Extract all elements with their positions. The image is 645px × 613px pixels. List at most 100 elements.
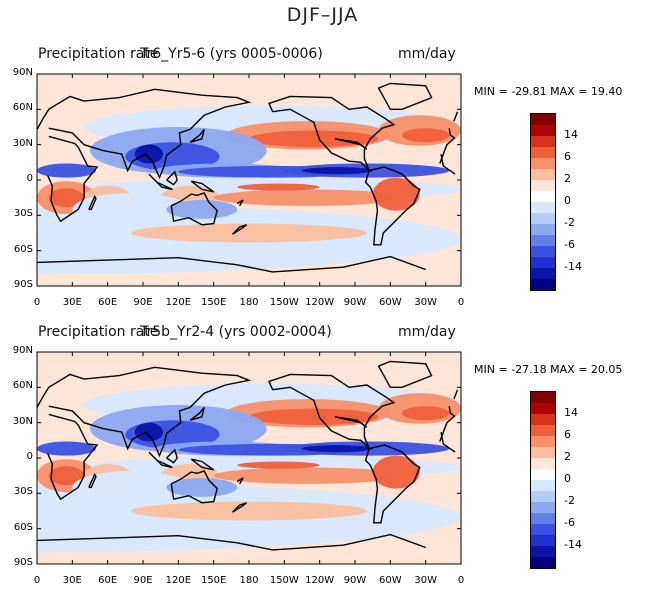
panel-title-units: mm/day: [398, 324, 456, 340]
precip-anomaly-region: [166, 478, 238, 497]
precip-anomaly-region: [131, 223, 367, 243]
lon-label: 30W: [414, 575, 437, 586]
min-max-readout: MIN = -27.18 MAX = 20.05: [474, 363, 622, 376]
lon-label: 150W: [269, 575, 299, 586]
lon-label: 60W: [379, 575, 402, 586]
panel-title-units: mm/day: [398, 46, 456, 62]
colorbar-label: 14: [564, 128, 578, 141]
colorbar-swatch: [531, 535, 555, 546]
colorbar-swatch: [531, 425, 555, 436]
max-value: 20.05: [590, 363, 623, 376]
coastline: [440, 431, 456, 453]
coastline: [268, 95, 396, 172]
precip-field: [37, 105, 461, 275]
lat-label: 90S: [13, 279, 33, 290]
panel-title-variable: Precipitation rate: [38, 46, 159, 62]
lon-label: 0: [33, 575, 41, 586]
map-layer: [36, 73, 462, 287]
lat-label: 90N: [12, 67, 33, 78]
lon-label: 60W: [379, 297, 402, 308]
lon-label: 180: [239, 297, 259, 308]
lon-label: 180: [239, 575, 259, 586]
coastline: [377, 360, 433, 389]
coastline: [166, 170, 178, 186]
precip-anomaly-region: [72, 470, 191, 504]
colorbar-swatch: [531, 447, 555, 458]
coastline: [377, 82, 433, 111]
coastline: [190, 458, 215, 471]
lon-label: 120E: [165, 297, 192, 308]
colorbar-swatch: [531, 546, 555, 557]
lat-label: 60N: [12, 380, 33, 392]
lon-label: 30E: [62, 575, 82, 586]
lat-label: 60S: [13, 521, 33, 533]
colorbar-swatch: [531, 235, 555, 246]
colorbar-label: 0: [564, 194, 571, 207]
precip-anomaly-region: [237, 461, 320, 469]
coastline: [232, 502, 248, 513]
precip-anomaly-region: [302, 167, 373, 175]
precip-anomaly-region: [402, 128, 450, 143]
figure-title: DJF–JJA: [286, 4, 359, 26]
coastline: [37, 533, 426, 551]
colorbar-swatch: [531, 202, 555, 213]
precip-anomaly-region: [37, 441, 96, 456]
colorbar-swatch: [531, 403, 555, 414]
coastline: [148, 173, 173, 191]
lon-label: 60E: [98, 297, 118, 308]
map-plot: [36, 73, 462, 287]
lon-label: 120W: [305, 297, 335, 308]
min-label: MIN =: [474, 363, 508, 376]
lon-label: 30W: [414, 297, 437, 308]
precip-anomaly-region: [131, 501, 367, 521]
colorbar-swatch: [531, 224, 555, 235]
lon-label: 150E: [200, 297, 227, 308]
coastline: [268, 373, 396, 450]
coastline: [189, 406, 205, 421]
coastline: [440, 153, 456, 175]
colorbar-swatch: [531, 414, 555, 425]
colorbar: [530, 391, 556, 569]
lon-label: 90W: [343, 297, 367, 308]
coastline: [453, 111, 459, 122]
min-max-readout: MIN = -29.81 MAX = 19.40: [474, 85, 622, 98]
lon-label: 90E: [133, 575, 153, 586]
coastline: [37, 255, 426, 273]
colorbar-label: -6: [564, 516, 575, 529]
colorbar-label: 6: [564, 428, 571, 441]
map-plot: [36, 351, 462, 565]
colorbar-label: -2: [564, 216, 575, 229]
colorbar-label: -6: [564, 238, 575, 251]
colorbar-swatch: [531, 169, 555, 180]
lon-label: 0: [457, 297, 465, 308]
coastline: [334, 416, 368, 428]
colorbar-swatch: [531, 191, 555, 202]
lat-label: 30N: [12, 415, 33, 427]
max-label: MAX =: [550, 363, 588, 376]
coastline: [88, 194, 97, 211]
colorbar-swatch: [531, 213, 555, 224]
precip-anomaly-region: [37, 163, 96, 178]
precip-anomaly-region: [72, 192, 191, 226]
lon-label: 150W: [269, 297, 299, 308]
map-layer: [36, 351, 462, 565]
lat-label: 90N: [12, 345, 33, 356]
lat-label: 60S: [13, 243, 33, 255]
coastline: [190, 180, 215, 193]
coastline: [46, 135, 99, 223]
precip-anomaly-region: [372, 177, 420, 211]
colorbar-swatch: [531, 436, 555, 447]
colorbar-swatch: [531, 279, 555, 290]
coastline: [334, 138, 368, 150]
precip-anomaly-region: [213, 189, 403, 206]
lon-label: 90E: [133, 297, 153, 308]
colorbar-swatch: [531, 268, 555, 279]
colorbar-swatch: [531, 392, 555, 403]
coastline: [170, 192, 218, 226]
coastlines: [37, 360, 459, 551]
colorbar-swatch: [531, 180, 555, 191]
lat-label: 90S: [13, 557, 33, 568]
lon-label: 150E: [200, 575, 227, 586]
coastline: [189, 128, 205, 143]
colorbar-swatch: [531, 246, 555, 257]
